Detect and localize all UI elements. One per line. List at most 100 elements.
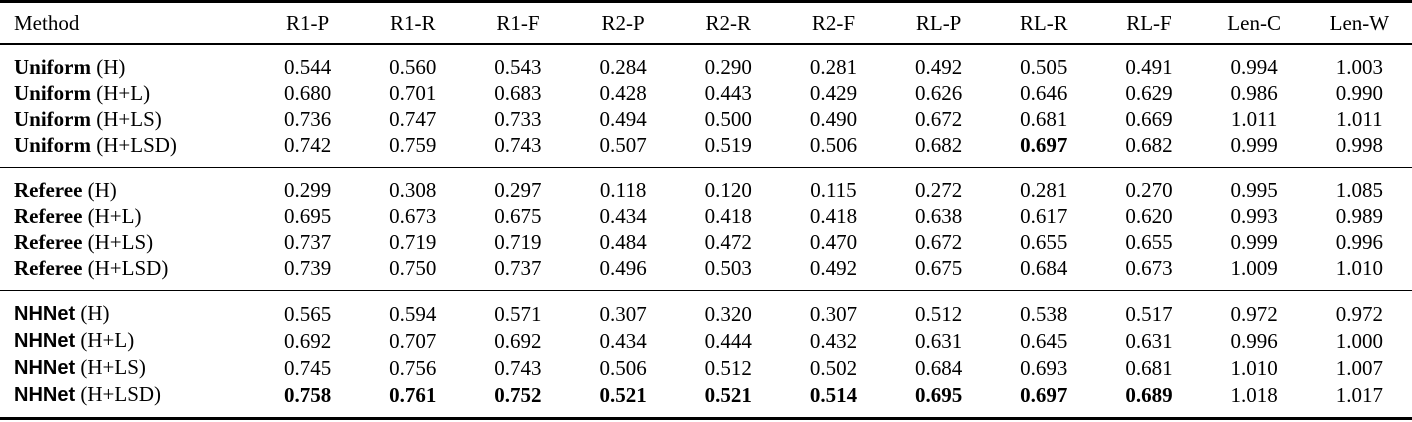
metric-value: 0.500 <box>704 107 752 131</box>
column-header-r2-f: R2-F <box>780 1 887 45</box>
metric-value: 0.995 <box>1230 178 1278 202</box>
metric-value: 0.281 <box>809 55 858 79</box>
metric-value: 0.752 <box>494 382 542 407</box>
metric-value: 0.682 <box>1125 133 1173 157</box>
metric-value: 0.521 <box>599 382 647 407</box>
metric-value: 0.680 <box>283 81 332 105</box>
column-header-rl-r: RL-R <box>991 1 1097 45</box>
method-cell: Referee (H+LSD) <box>0 255 255 291</box>
method-cell: Referee (H+LS) <box>0 229 255 255</box>
method-variant: (H) <box>82 178 117 202</box>
metric-value: 0.998 <box>1335 133 1383 157</box>
method-name: Referee <box>14 178 83 202</box>
metric-value: 0.514 <box>809 382 858 407</box>
metric-value: 0.512 <box>914 301 963 326</box>
metric-value: 0.631 <box>1125 328 1173 353</box>
method-variant: (H+LSD) <box>91 133 177 157</box>
method-name: NHNet <box>14 303 76 325</box>
metric-value: 0.986 <box>1230 81 1278 105</box>
metric-value: 0.655 <box>1020 230 1068 254</box>
metric-value: 0.307 <box>599 301 647 326</box>
metric-value: 0.543 <box>494 55 542 79</box>
metric-value: 0.743 <box>494 133 542 157</box>
metric-value: 0.565 <box>283 301 332 326</box>
metric-value: 0.418 <box>809 204 858 228</box>
metric-value: 0.320 <box>704 301 752 326</box>
metric-value: 0.571 <box>494 301 542 326</box>
metric-value: 0.470 <box>809 230 858 254</box>
metric-value: 0.118 <box>599 178 647 202</box>
table-row: Referee (H+LSD) 0.739 0.750 0.737 0.496 0.503… <box>0 255 1412 291</box>
method-group-uniform: Uniform (H) 0.544 0.560 0.543 0.284 0.290 0.28… <box>0 44 1412 168</box>
metric-value: 1.017 <box>1335 382 1383 407</box>
metric-value: 0.681 <box>1020 107 1068 131</box>
metric-value: 1.018 <box>1230 382 1278 407</box>
metric-value: 0.428 <box>599 81 647 105</box>
metric-value: 0.505 <box>1020 55 1068 79</box>
metric-value: 0.972 <box>1230 301 1278 326</box>
column-header-r1-f: R1-F <box>465 1 571 45</box>
metric-value: 0.692 <box>283 328 332 353</box>
metric-value: 0.750 <box>389 256 437 280</box>
method-variant: (H+LS) <box>91 107 162 131</box>
metric-value: 0.739 <box>283 256 332 280</box>
metric-value: 0.669 <box>1125 107 1173 131</box>
method-name: Uniform <box>14 81 91 105</box>
metric-value: 0.761 <box>389 382 437 407</box>
method-cell: Referee (H+L) <box>0 203 255 229</box>
metric-value: 0.308 <box>389 178 437 202</box>
method-name: Referee <box>14 256 83 280</box>
table-row: NHNet (H+L) 0.692 0.707 0.692 0.434 0.444 0.43… <box>0 327 1412 354</box>
metric-value: 0.620 <box>1125 204 1173 228</box>
metric-value: 0.684 <box>914 355 963 380</box>
metric-value: 0.645 <box>1020 328 1068 353</box>
table-row: Referee (H+LS) 0.737 0.719 0.719 0.484 0.472 0… <box>0 229 1412 255</box>
metric-value: 0.444 <box>704 328 752 353</box>
metric-value: 0.502 <box>809 355 858 380</box>
method-name: Referee <box>14 204 83 228</box>
method-variant: (H) <box>91 55 126 79</box>
method-name: NHNet <box>14 330 76 352</box>
metric-value: 0.759 <box>389 133 437 157</box>
metric-value: 0.434 <box>599 328 647 353</box>
metric-value: 0.521 <box>704 382 752 407</box>
metric-value: 0.434 <box>599 204 647 228</box>
metric-value: 0.672 <box>914 107 963 131</box>
metric-value: 0.999 <box>1230 133 1278 157</box>
table-row: Referee (H) 0.299 0.308 0.297 0.118 0.120 0.11… <box>0 168 1412 204</box>
header-row: Method R1-P R1-R R1-F R2-P R2-R R2-F RL-P RL-R RL… <box>0 1 1412 45</box>
metric-value: 0.675 <box>494 204 542 228</box>
metric-value: 0.281 <box>1020 178 1068 202</box>
metric-value: 0.693 <box>1020 355 1068 380</box>
metric-value: 0.689 <box>1125 382 1173 407</box>
method-variant: (H+LSD) <box>75 382 162 406</box>
method-cell: Uniform (H) <box>0 44 255 80</box>
metric-value: 0.707 <box>389 328 437 353</box>
method-name: Uniform <box>14 107 91 131</box>
metric-value: 0.307 <box>809 301 858 326</box>
metric-value: 0.999 <box>1230 230 1278 254</box>
metric-value: 0.994 <box>1230 55 1278 79</box>
table-row: Uniform (H+LSD) 0.742 0.759 0.743 0.507 0.519… <box>0 132 1412 168</box>
metric-value: 0.631 <box>914 328 963 353</box>
metric-value: 0.443 <box>704 81 752 105</box>
metric-value: 0.695 <box>283 204 332 228</box>
metric-value: 1.010 <box>1230 355 1278 380</box>
metric-value: 1.007 <box>1335 355 1383 380</box>
method-group-nhnet: NHNet (H) 0.565 0.594 0.571 0.307 0.320 0.307 0… <box>0 290 1412 419</box>
table-row: Uniform (H+L) 0.680 0.701 0.683 0.428 0.443 0.… <box>0 80 1412 106</box>
metric-value: 0.719 <box>494 230 542 254</box>
metric-value: 0.270 <box>1125 178 1173 202</box>
column-header-r1-r: R1-R <box>360 1 466 45</box>
table-row: NHNet (H) 0.565 0.594 0.571 0.307 0.320 0.307 0… <box>0 291 1412 328</box>
method-cell: Referee (H) <box>0 168 255 204</box>
metric-value: 0.517 <box>1125 301 1173 326</box>
metric-value: 0.284 <box>599 55 647 79</box>
metric-value: 0.682 <box>914 133 963 157</box>
metric-value: 0.692 <box>494 328 542 353</box>
metric-value: 0.484 <box>599 230 647 254</box>
method-group-referee: Referee (H) 0.299 0.308 0.297 0.118 0.120 0.11… <box>0 167 1412 291</box>
metric-value: 0.733 <box>494 107 542 131</box>
metric-value: 0.299 <box>283 178 332 202</box>
metric-value: 0.743 <box>494 355 542 380</box>
